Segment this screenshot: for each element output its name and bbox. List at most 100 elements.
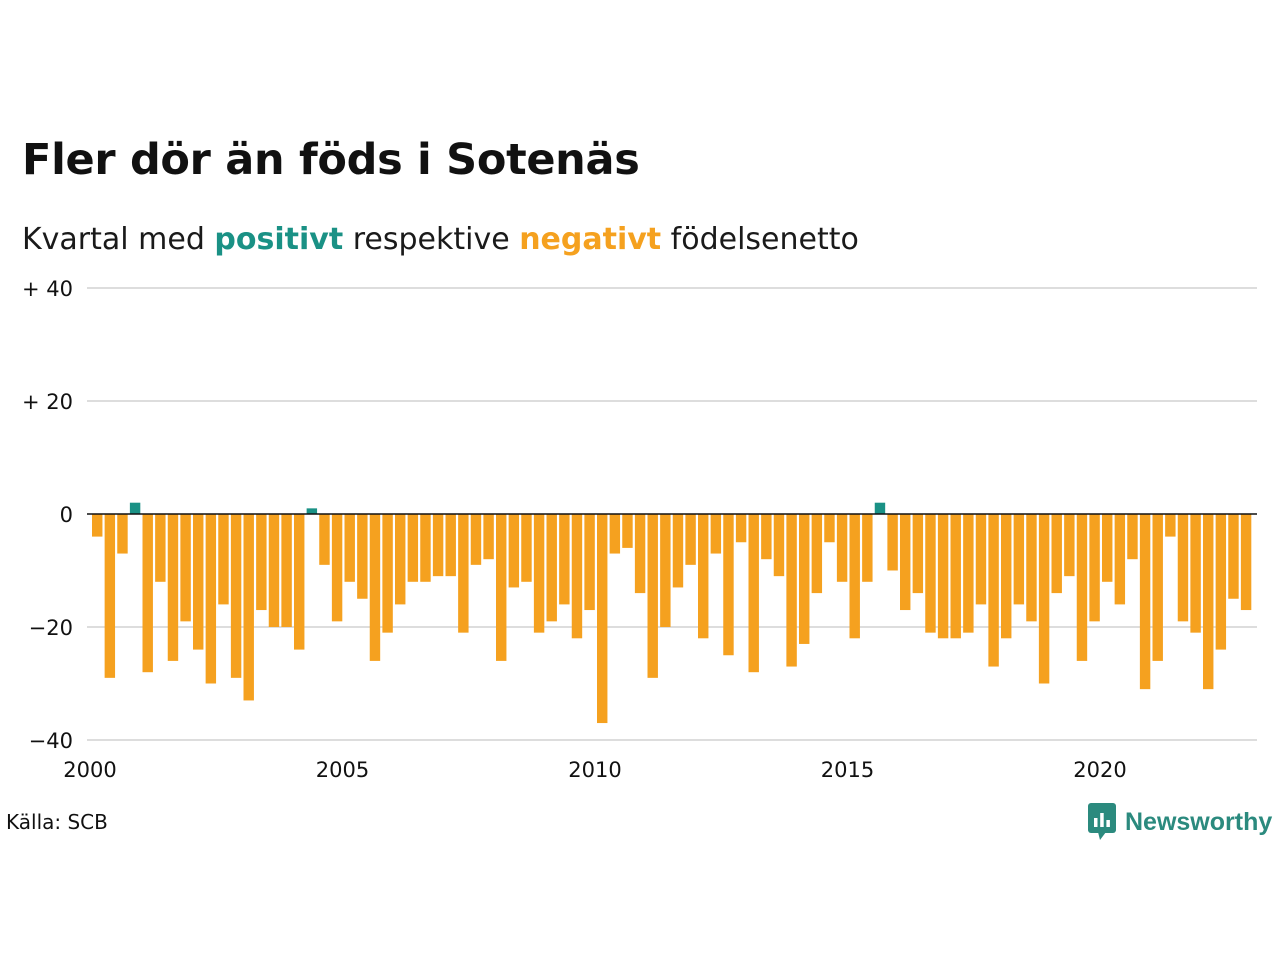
bar-negative: [786, 514, 797, 667]
bar-negative: [975, 514, 987, 605]
bar-negative: [230, 514, 242, 678]
bar-negative: [849, 514, 860, 639]
y-tick-label: −40: [29, 729, 73, 753]
bar-negative: [432, 514, 444, 577]
bar-negative: [483, 514, 494, 560]
bar-negative: [496, 514, 507, 661]
bar-negative: [104, 514, 116, 678]
bar-negative: [1038, 514, 1050, 684]
bars: [92, 502, 1252, 724]
bar-negative: [748, 514, 759, 673]
bar-negative: [1013, 514, 1025, 605]
bar-negative: [319, 514, 330, 565]
subtitle-prefix: Kvartal med: [22, 222, 215, 257]
bar-negative: [1190, 514, 1201, 633]
y-tick-label: −20: [29, 616, 73, 640]
bar-negative: [622, 514, 633, 548]
bar-negative: [672, 514, 684, 588]
bar-negative: [647, 514, 658, 678]
chart-subtitle: Kvartal med positivt respektive negativt…: [22, 220, 859, 260]
bar-negative: [836, 514, 848, 582]
bar-negative: [1064, 514, 1075, 577]
bar-negative: [369, 514, 381, 661]
bar-negative: [950, 514, 961, 639]
bar-negative: [533, 514, 545, 633]
bar-negative: [92, 514, 103, 537]
subtitle-negative-word: negativt: [519, 222, 662, 257]
bar-negative: [900, 514, 911, 611]
bar-positive: [874, 502, 886, 514]
bar-negative: [193, 514, 204, 650]
bar-negative: [1102, 514, 1113, 582]
bar-negative: [256, 514, 267, 611]
x-tick-label: 2000: [63, 758, 116, 782]
bar-positive: [129, 502, 141, 514]
bar-negative: [1026, 514, 1037, 622]
bar-negative: [546, 514, 557, 622]
bar-negative: [521, 514, 532, 582]
bar-negative: [1152, 514, 1163, 661]
bar-negative: [268, 514, 280, 627]
bar-negative: [218, 514, 229, 605]
bar-negative: [1215, 514, 1227, 650]
x-tick-label: 2020: [1073, 758, 1126, 782]
bar-negative: [508, 514, 520, 588]
bar-negative: [584, 514, 595, 611]
bar-negative: [1051, 514, 1062, 594]
bar-negative: [685, 514, 696, 565]
bar-negative: [458, 514, 469, 633]
bar-negative: [925, 514, 936, 633]
subtitle-positive-word: positivt: [214, 222, 344, 257]
bar-negative: [395, 514, 406, 605]
bar-negative: [609, 514, 621, 554]
x-tick-label: 2005: [316, 758, 369, 782]
bar-negative: [281, 514, 292, 627]
bar-negative: [357, 514, 368, 599]
bar-negative: [1177, 514, 1189, 622]
bar-negative: [963, 514, 974, 633]
bar-negative: [117, 514, 128, 554]
bar-negative: [1127, 514, 1138, 560]
bar-negative: [571, 514, 583, 639]
bar-negative: [824, 514, 835, 543]
bar-negative: [799, 514, 810, 644]
bar-negative: [407, 514, 419, 582]
bar-negative: [420, 514, 431, 582]
bar-negative: [887, 514, 898, 571]
source-note: Källa: SCB: [6, 810, 108, 834]
chart-title: Fler dör än föds i Sotenäs: [22, 135, 640, 185]
newsworthy-logo-icon: [1088, 803, 1116, 840]
y-tick-label: 0: [60, 503, 73, 527]
bar-negative: [155, 514, 166, 582]
bar-negative: [988, 514, 999, 667]
bar-chart: + 40 + 20 0 −20 −40 2000 2005 2010 2015 2020: [22, 277, 1257, 782]
bar-negative: [634, 514, 646, 594]
bar-negative: [445, 514, 456, 577]
bar-negative: [1089, 514, 1100, 622]
bar-negative: [382, 514, 393, 633]
bar-negative: [1114, 514, 1126, 605]
subtitle-suffix: födelsenetto: [661, 222, 859, 257]
bar-negative: [723, 514, 734, 656]
x-tick-label: 2015: [821, 758, 874, 782]
bar-negative: [1076, 514, 1088, 661]
bar-negative: [1165, 514, 1176, 537]
bar-negative: [862, 514, 873, 582]
newsworthy-logo[interactable]: Newsworthy: [1088, 803, 1272, 841]
subtitle-middle: respektive: [343, 222, 520, 257]
x-tick-label: 2010: [568, 758, 621, 782]
bar-negative: [1203, 514, 1214, 690]
bar-negative: [331, 514, 343, 622]
bar-negative: [1001, 514, 1012, 639]
bar-negative: [559, 514, 570, 605]
axes: + 40 + 20 0 −20 −40 2000 2005 2010 2015 2020: [22, 277, 1257, 782]
bar-negative: [698, 514, 709, 639]
bar-negative: [1139, 514, 1151, 690]
bar-negative: [811, 514, 823, 594]
bar-negative: [761, 514, 772, 560]
bar-negative: [344, 514, 355, 582]
bar-negative: [660, 514, 671, 627]
bar-negative: [597, 514, 608, 724]
bar-negative: [470, 514, 482, 565]
y-tick-label: + 20: [22, 390, 73, 414]
